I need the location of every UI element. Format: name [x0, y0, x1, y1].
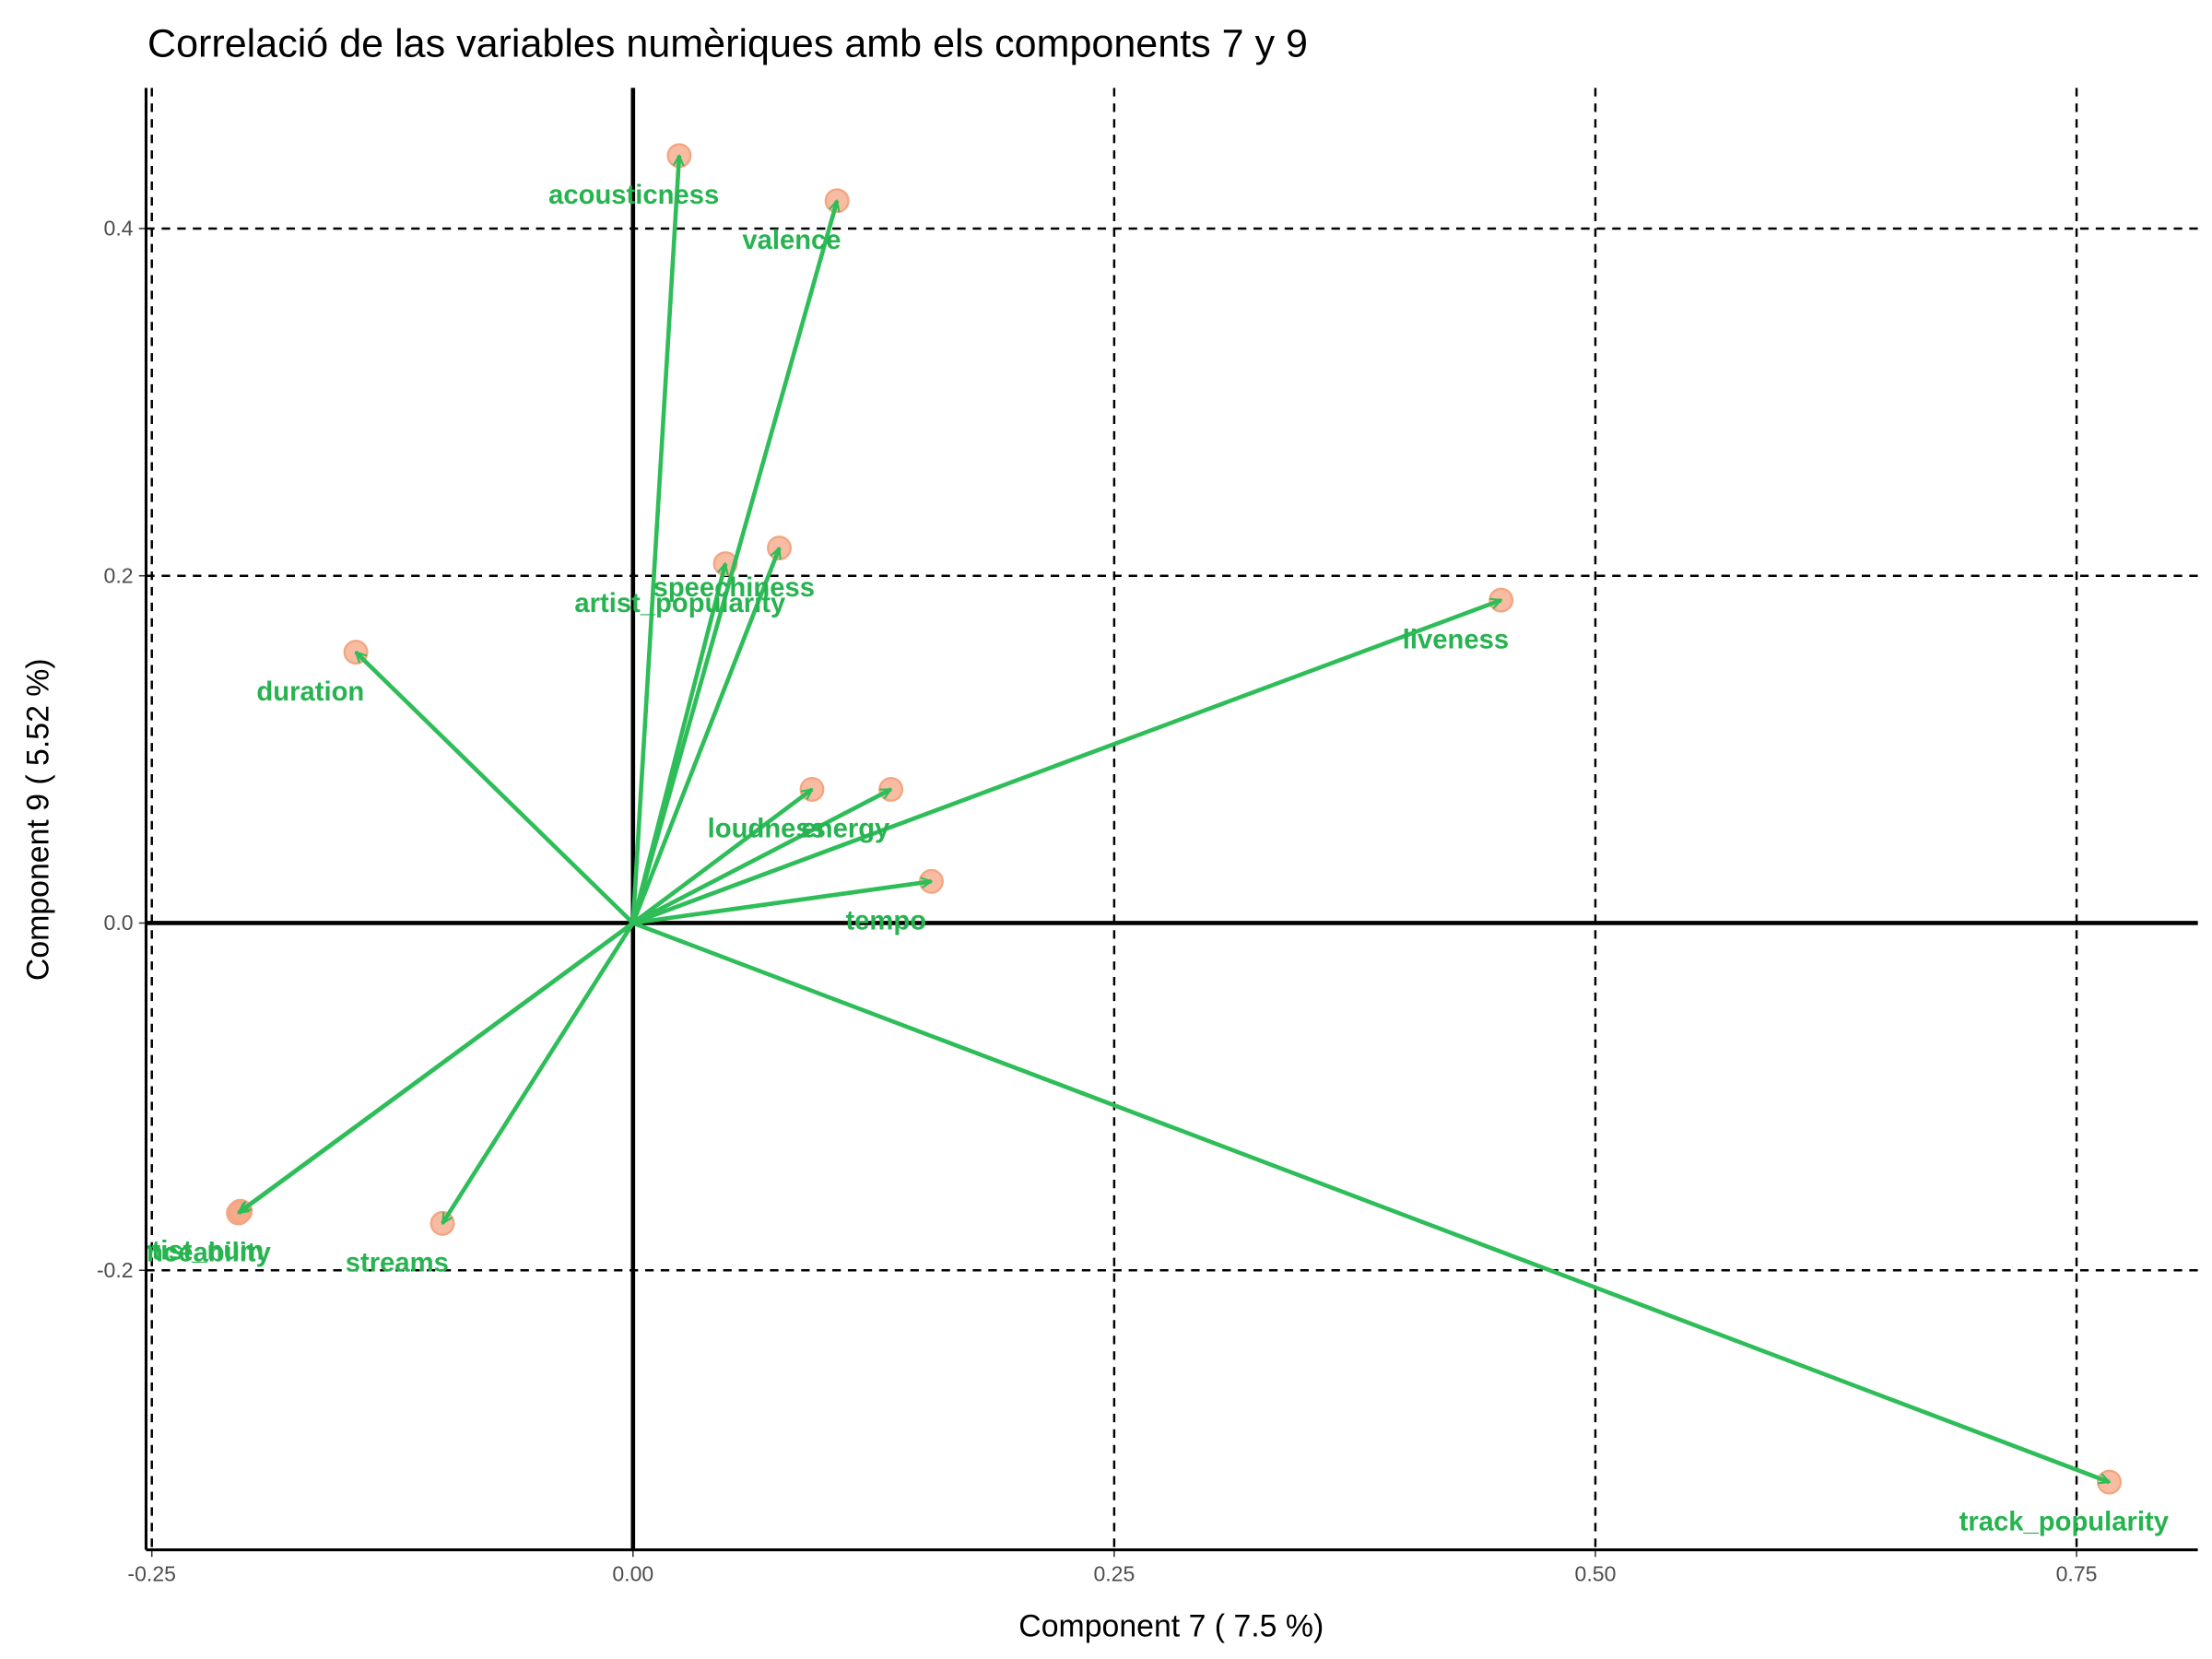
x-tick-label: 0.00	[612, 1561, 653, 1585]
loading-arrow	[630, 548, 780, 924]
variable-label: acousticness	[548, 181, 719, 210]
y-tick-label: 0.2	[104, 563, 134, 587]
variable-label: artist_popularity	[574, 589, 786, 618]
y-tick-label: 0.0	[104, 911, 134, 935]
y-tick-label: 0.4	[104, 217, 134, 241]
y-axis-title: Component 9 ( 5.52 %)	[20, 658, 55, 981]
variable-label: streams	[346, 1249, 449, 1278]
loading-arrow	[632, 881, 932, 925]
x-tick-label: -0.25	[127, 1561, 176, 1585]
variable-label: liveness	[1403, 625, 1509, 654]
x-axis-title: Component 7 ( 7.5 %)	[1018, 1608, 1324, 1643]
loading-arrow	[239, 921, 635, 1215]
loading-arrow	[630, 156, 679, 924]
chart-title: Correlació de las variables numèriques a…	[147, 22, 1308, 66]
loading-arrow	[441, 922, 635, 1223]
x-tick-label: 0.50	[1575, 1561, 1617, 1585]
variable-label: track_popularity	[1959, 1507, 2170, 1536]
plot-area: acousticness valence speechinessartist_pop…	[115, 143, 2170, 1536]
grid	[146, 88, 2198, 1550]
variable-label: duration	[256, 677, 364, 707]
variable-label: valence	[742, 226, 841, 255]
y-tick-label: -0.2	[97, 1258, 134, 1282]
x-tick-label: 0.75	[2056, 1561, 2098, 1585]
x-tick-label: 0.25	[1093, 1561, 1135, 1585]
loading-arrow	[630, 564, 725, 924]
variable-label: artist_num	[126, 1237, 264, 1266]
loading-arrow	[356, 650, 635, 925]
loading-arrow	[631, 787, 812, 925]
axes: -0.25 0.00 0.25 0.50 0.75 -0.2 0.0 0.2 0.4	[97, 88, 2198, 1585]
variable-label: energy	[801, 815, 890, 844]
loading-arrow	[630, 201, 837, 924]
variable-label: loudness	[708, 815, 826, 844]
variable-label: tempo	[845, 907, 926, 936]
loading-arrow	[632, 600, 1501, 925]
variable-label: danceability	[115, 1238, 272, 1267]
loading-arrow	[631, 787, 891, 925]
loading-arrow	[631, 921, 2110, 1482]
variable-label: speechiness	[653, 573, 815, 603]
